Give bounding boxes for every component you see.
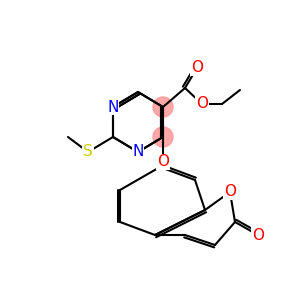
Text: S: S: [83, 145, 93, 160]
Text: N: N: [132, 145, 144, 160]
Circle shape: [153, 97, 173, 117]
Text: O: O: [196, 97, 208, 112]
Circle shape: [153, 127, 173, 147]
Text: O: O: [252, 227, 264, 242]
Text: O: O: [224, 184, 236, 200]
Text: O: O: [191, 61, 203, 76]
Text: N: N: [107, 100, 119, 115]
Text: O: O: [157, 154, 169, 169]
